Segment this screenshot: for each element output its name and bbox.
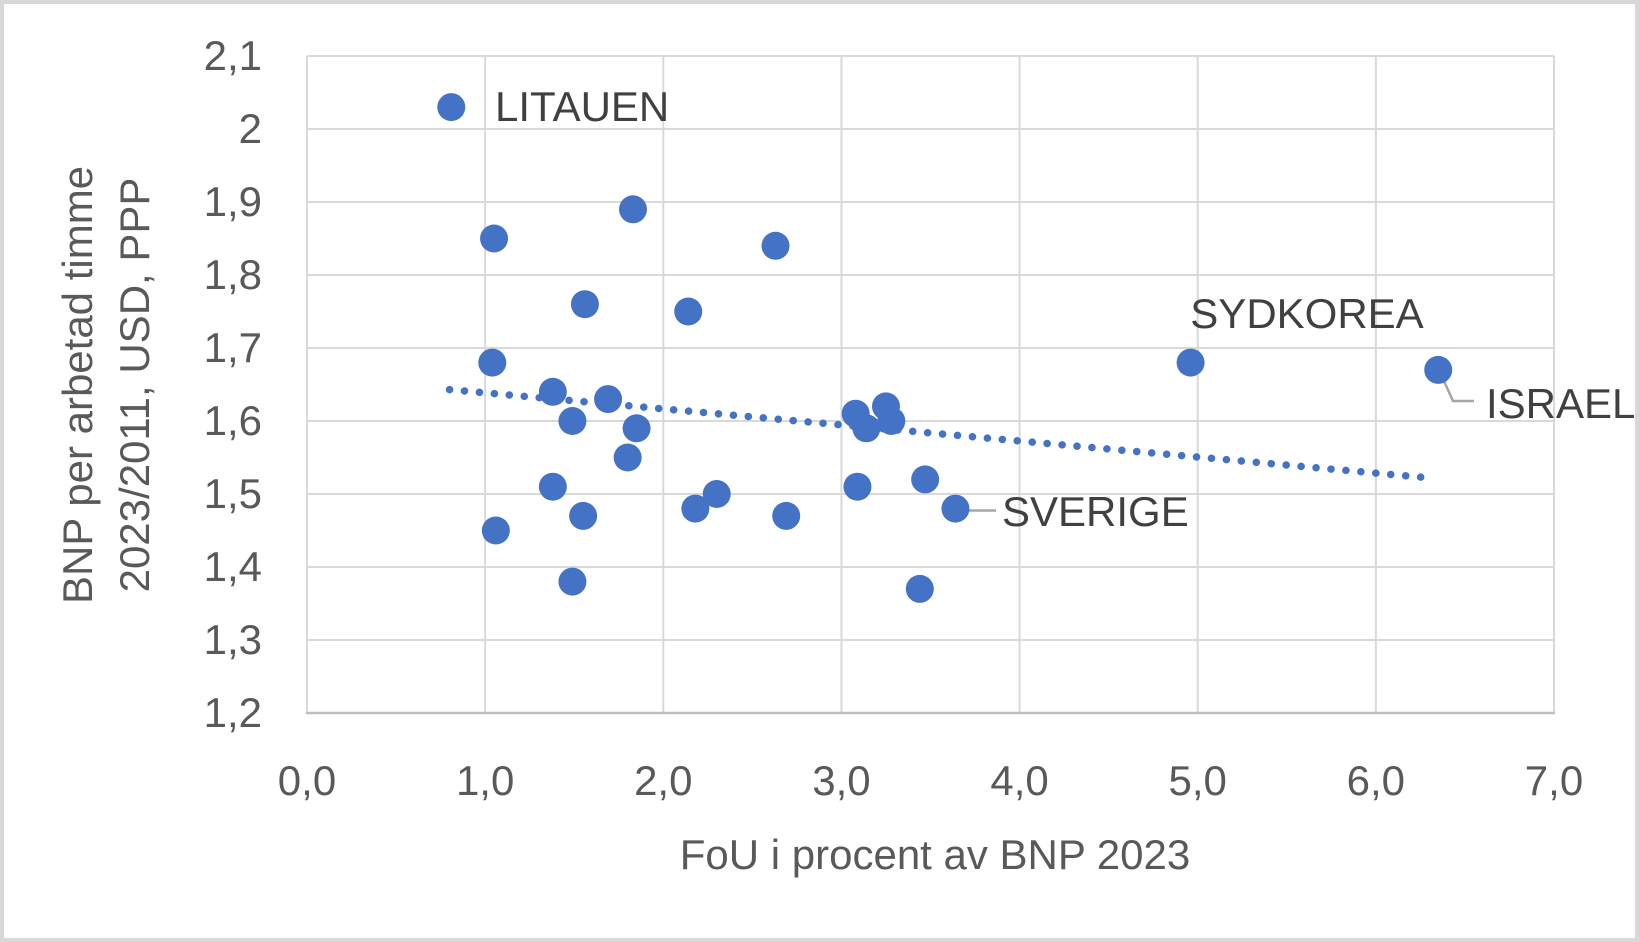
data-point	[911, 465, 940, 494]
y-tick-label: 1,7	[203, 324, 262, 371]
data-point	[569, 501, 598, 530]
data-point-sydkorea	[1176, 348, 1205, 377]
y-tick-label: 1,8	[203, 251, 262, 298]
x-tick-label: 0,0	[277, 757, 337, 804]
x-tick-label: 6,0	[1346, 757, 1406, 804]
x-tick-label: 4,0	[990, 757, 1049, 804]
data-point	[852, 414, 881, 443]
x-tick-label: 7,0	[1524, 757, 1584, 804]
y-axis-title: BNP per arbetad timme 2023/2011, USD, PP…	[49, 166, 163, 604]
data-point	[480, 224, 509, 253]
data-point	[674, 297, 703, 326]
annotation-israel: ISRAEL	[1486, 380, 1636, 427]
data-point	[481, 516, 510, 545]
annotation-litauen: LITAUEN	[495, 83, 670, 130]
y-axis-title-line1: BNP per arbetad timme	[54, 165, 101, 605]
y-tick-label: 1,5	[203, 470, 262, 517]
israel-callout-line	[1442, 380, 1474, 403]
data-point	[558, 407, 587, 435]
annotation-sverige: SVERIGE	[1002, 488, 1189, 535]
y-tick-label: 1,4	[203, 543, 262, 590]
data-point	[681, 494, 710, 523]
y-tick-label: 1,3	[203, 616, 262, 663]
x-axis-title: FoU i procent av BNP 2023	[679, 831, 1191, 878]
data-point	[761, 231, 790, 260]
data-point	[622, 414, 651, 443]
x-tick-label: 3,0	[812, 757, 871, 804]
data-point	[478, 348, 507, 377]
data-point	[558, 567, 587, 596]
y-tick-label: 1,2	[203, 689, 262, 736]
y-tick-label: 2,1	[203, 32, 262, 79]
data-point-litauen	[437, 93, 466, 122]
data-point-sverige	[941, 494, 970, 523]
x-tick-label: 2,0	[634, 757, 693, 804]
data-point	[613, 443, 642, 472]
x-tick-label: 1,0	[455, 757, 515, 804]
data-point-israel	[1424, 355, 1453, 384]
data-point	[594, 385, 623, 414]
y-axis-title-line2: 2023/2011, USD, PPP	[111, 177, 158, 593]
annotation-sydkorea: SYDKOREA	[1190, 290, 1424, 337]
data-point	[702, 480, 731, 508]
data-point	[619, 195, 648, 224]
data-point	[905, 574, 934, 603]
data-point	[538, 377, 567, 406]
data-point	[570, 290, 599, 319]
y-tick-label: 2	[238, 105, 262, 152]
y-tick-label: 1,9	[203, 178, 262, 225]
x-tick-label: 5,0	[1168, 757, 1227, 804]
data-point	[538, 472, 567, 501]
y-tick-label: 1,6	[203, 397, 262, 444]
data-point	[877, 407, 906, 435]
data-point	[843, 472, 872, 501]
data-point	[772, 501, 801, 530]
